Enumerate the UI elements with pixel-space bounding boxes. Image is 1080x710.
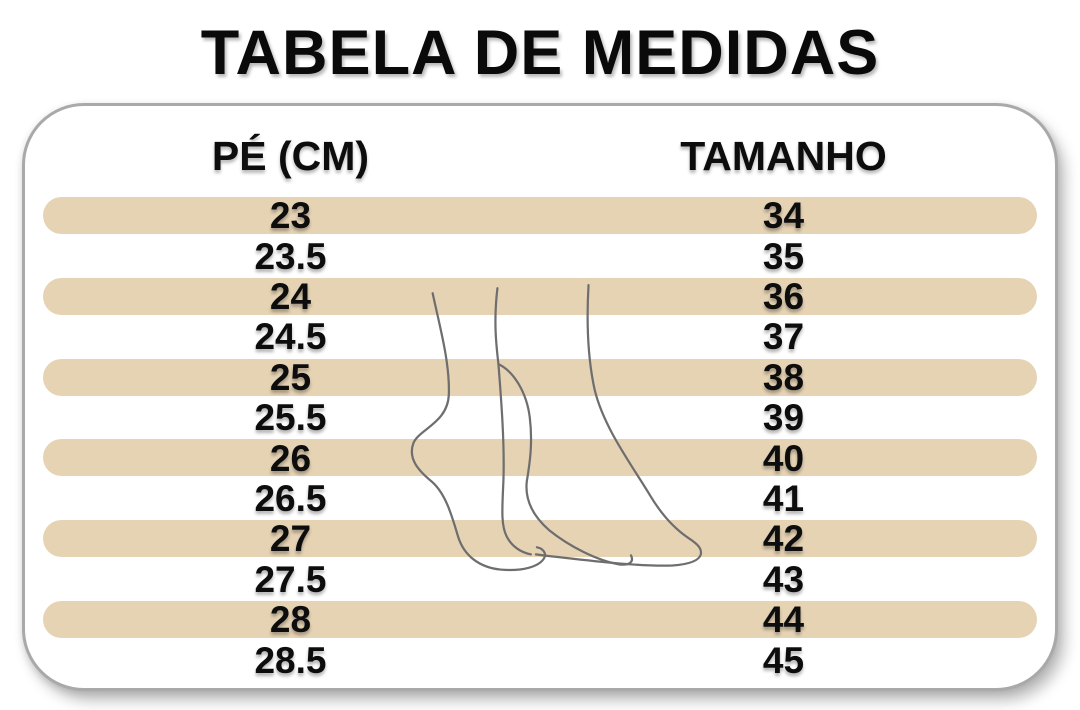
size-chart-card: PÉ (CM) TAMANHO 23 34 23.5 35 24 36 24.5 37 25 38… [22,103,1058,691]
tamanho-value: 45 [762,639,805,681]
table-rows: 23 34 23.5 35 24 36 24.5 37 25 38 25.5 39 26 40 26.5 41… [25,195,1055,681]
tamanho-value: 40 [762,437,805,479]
tamanho-value: 41 [762,477,805,519]
pe-cm-value: 25.5 [254,397,327,439]
table-row: 23 34 [25,195,1055,237]
tamanho-value: 37 [762,316,805,358]
table-row: 27 42 [25,518,1055,560]
pe-cm-value: 28.5 [254,639,327,681]
table-row: 26.5 41 [25,477,1055,519]
tamanho-value: 35 [762,235,805,277]
table-row: 28 44 [25,599,1055,641]
tamanho-value: 42 [762,518,805,560]
column-header-tamanho: TAMANHO [680,132,887,179]
column-header-pe-cm: PÉ (CM) [211,132,370,179]
table-row: 27.5 43 [25,558,1055,600]
pe-cm-value: 24 [269,275,312,317]
pe-cm-value: 27.5 [254,558,327,600]
table-row: 24 36 [25,275,1055,317]
pe-cm-value: 26 [269,437,312,479]
tamanho-value: 44 [762,599,805,641]
tamanho-value: 36 [762,275,805,317]
tamanho-value: 43 [762,558,805,600]
page-title: TABELA DE MEDIDAS [200,18,880,88]
pe-cm-value: 26.5 [254,477,327,519]
pe-cm-value: 25 [269,356,312,398]
table-row: 25.5 39 [25,397,1055,439]
pe-cm-value: 23.5 [254,235,327,277]
table-row: 26 40 [25,437,1055,479]
row-stripe [43,197,1037,234]
pe-cm-value: 24.5 [254,316,327,358]
tamanho-value: 39 [762,397,805,439]
pe-cm-value: 28 [269,599,312,641]
table-header-row: PÉ (CM) TAMANHO [25,128,1055,184]
table-row: 28.5 45 [25,639,1055,681]
table-row: 23.5 35 [25,235,1055,277]
tamanho-value: 34 [762,195,805,237]
pe-cm-value: 27 [269,518,312,560]
pe-cm-value: 23 [269,195,312,237]
table-row: 24.5 37 [25,316,1055,358]
row-stripe [43,600,1037,638]
tamanho-value: 38 [762,356,805,398]
table-row: 25 38 [25,356,1055,398]
